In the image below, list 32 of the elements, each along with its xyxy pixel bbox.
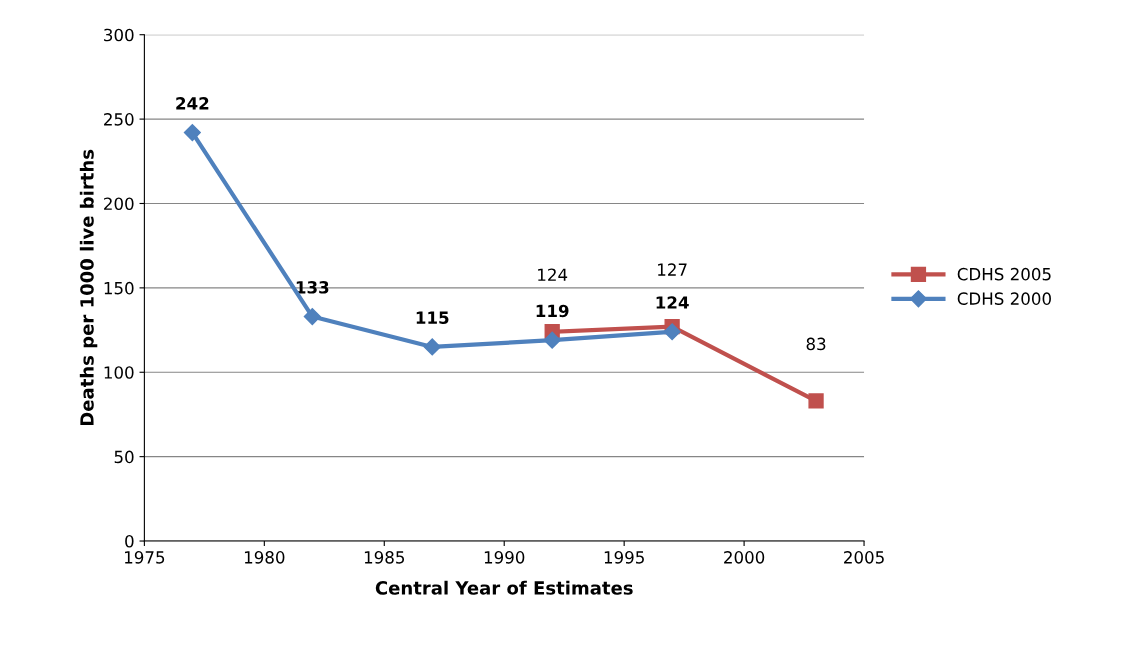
y-tick-label: 100 bbox=[104, 366, 134, 379]
x-tick-label: 1990 bbox=[484, 551, 525, 564]
x-tick-label: 2005 bbox=[844, 551, 884, 564]
y-tick-label: 200 bbox=[104, 197, 134, 211]
y-tick-label: 0 bbox=[125, 534, 134, 548]
point bbox=[303, 308, 321, 326]
point bbox=[543, 331, 561, 349]
y-tick-label: 300 bbox=[104, 28, 134, 42]
data-label: 115 bbox=[416, 311, 449, 324]
data-label: 124 bbox=[656, 296, 689, 309]
data-label: 83 bbox=[806, 337, 826, 351]
x-tick-label: 1980 bbox=[244, 551, 285, 564]
legend-label: CDHS 2005 bbox=[957, 267, 1051, 281]
x-tick-label: 1995 bbox=[604, 551, 644, 564]
y-tick-label: 50 bbox=[114, 450, 134, 464]
x-axis-title: Central Year of Estimates bbox=[375, 580, 633, 595]
y-tick-label: 250 bbox=[104, 113, 134, 126]
data-label: 124 bbox=[538, 268, 568, 281]
x-tick-label: 1975 bbox=[125, 551, 165, 564]
data-label: 133 bbox=[296, 281, 329, 294]
data-label: 242 bbox=[176, 97, 209, 110]
data-label: 119 bbox=[536, 304, 569, 318]
point bbox=[808, 393, 824, 409]
point bbox=[183, 124, 201, 142]
x-tick-label: 1985 bbox=[364, 551, 405, 564]
y-axis-title: Deaths per 1000 live births bbox=[79, 149, 98, 426]
data-label: 127 bbox=[658, 263, 687, 276]
x-tick-label: 2000 bbox=[724, 551, 765, 564]
point bbox=[663, 323, 681, 341]
y-tick-label: 150 bbox=[104, 281, 134, 295]
legend-label: CDHS 2000 bbox=[957, 292, 1051, 305]
point bbox=[423, 338, 441, 356]
